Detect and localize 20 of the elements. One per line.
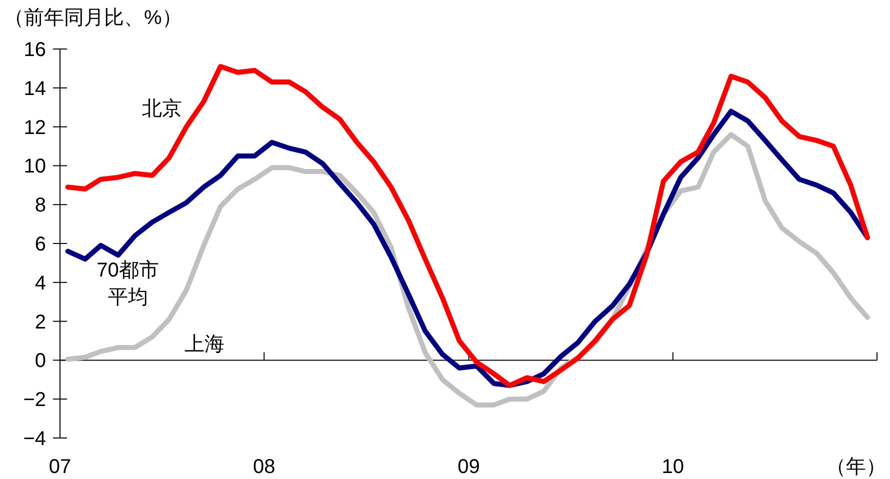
y-tick-label: 14 — [24, 78, 46, 100]
y-tick-label: 0 — [34, 350, 46, 372]
y-tick-label: 10 — [24, 156, 46, 178]
y-tick-label: 4 — [34, 272, 46, 294]
x-tick-label: 10 — [662, 456, 684, 478]
y-axis-title: （前年同月比、%） — [4, 7, 182, 29]
x-tick-label: 08 — [252, 456, 276, 478]
series-label: 北京 — [142, 98, 182, 120]
y-tick-label: 8 — [34, 194, 46, 217]
x-tick-label: 07 — [48, 456, 72, 478]
y-tick-label: 12 — [24, 116, 46, 139]
series-label: 70都市平均 — [96, 260, 159, 309]
y-tick-label: 16 — [24, 39, 46, 61]
y-tick-label: −2 — [23, 389, 46, 412]
y-tick-label: −4 — [23, 428, 46, 450]
y-tick-label: 2 — [34, 311, 46, 334]
x-axis-title: （年） — [826, 456, 886, 478]
y-tick-label: 6 — [34, 234, 46, 256]
x-tick-label: 09 — [458, 456, 480, 478]
series-label: 上海 — [184, 333, 225, 356]
